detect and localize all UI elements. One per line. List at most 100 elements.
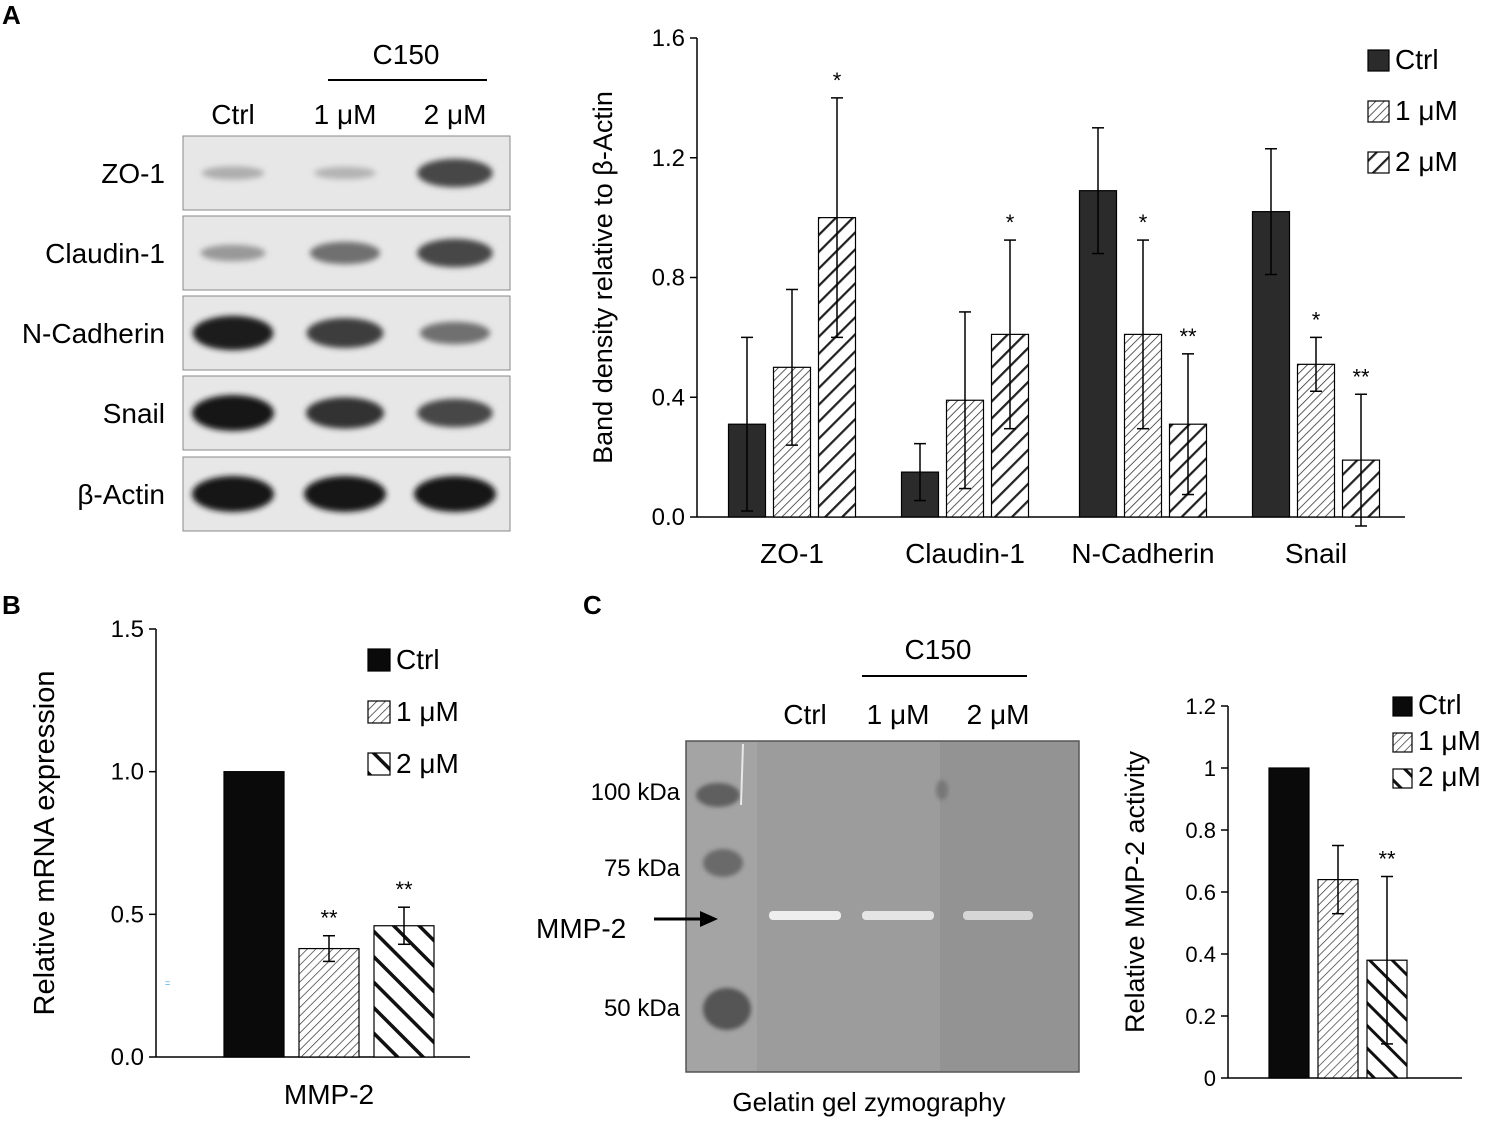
legend-swatch: [367, 700, 391, 724]
y-axis-label: Relative MMP-2 activity: [1120, 750, 1150, 1033]
legend-swatch: [1392, 768, 1413, 789]
significance-mark: *: [1312, 307, 1321, 332]
legend-swatch: [1367, 49, 1390, 72]
blot-row: β-Actin: [77, 456, 511, 532]
blot-row-label: ZO-1: [101, 158, 165, 189]
blot-group-label: C150: [373, 39, 440, 70]
blot-band: [417, 238, 493, 268]
bar-1um: [298, 947, 360, 1058]
legend-label: 1 μM: [396, 696, 459, 727]
y-tick-label: 0.5: [111, 901, 144, 928]
bar-ctrl: [223, 771, 285, 1058]
x-tick-label: N-Cadherin: [1071, 538, 1214, 569]
chart-a: 0.0 0.4 0.8 1.2 1.6 Band density relative to …: [588, 25, 1458, 569]
x-tick-label: Snail: [1285, 538, 1347, 569]
legend-label: 2 μM: [396, 748, 459, 779]
gel-scratch: [740, 743, 744, 806]
zymo-caption: Gelatin gel zymography: [732, 1087, 1005, 1117]
blot-row-label: Snail: [103, 398, 165, 429]
blot-band: [306, 318, 384, 348]
blot-band: [201, 166, 265, 180]
chart-b: 0.0 0.5 1.0 1.5 Relative mRNA expression ** **…: [29, 616, 470, 1110]
blot-band: [192, 395, 274, 431]
blot-band: [192, 476, 274, 512]
y-axis-label: Relative mRNA expression: [29, 671, 61, 1016]
zymography-c: C150 Ctrl 1 μM 2 μM 100 kDa 75 kDa 50 kDa MM…: [536, 634, 1080, 1117]
blot-row: Claudin-1: [45, 215, 511, 291]
panel-letter-c: C: [583, 590, 602, 620]
legend-label: Ctrl: [396, 644, 440, 675]
blot-lane-label: 1 μM: [314, 99, 377, 130]
x-axis-label: MMP-2: [284, 1079, 374, 1110]
significance-mark: *: [833, 68, 842, 93]
panel-letter-b: B: [2, 590, 21, 620]
bar-2um: [373, 925, 435, 1058]
blot-band: [200, 244, 266, 262]
blot-row: Snail: [103, 375, 511, 451]
legend-swatch: [1392, 732, 1413, 753]
mmp2-band: [963, 911, 1033, 920]
y-tick-label: 0: [1204, 1066, 1216, 1091]
blot-band: [417, 158, 493, 188]
mmp2-band-label: MMP-2: [536, 913, 626, 944]
blot-band: [414, 476, 496, 512]
blot-band: [417, 398, 493, 428]
mmp2-arrow-head: [700, 911, 718, 927]
significance-mark: *: [1139, 210, 1148, 235]
zymo-lane-label: 1 μM: [867, 699, 930, 730]
legend-swatch: [367, 752, 391, 776]
panel-letter-a: A: [2, 0, 21, 30]
legend-swatch: [1367, 100, 1390, 123]
legend-label: 2 μM: [1395, 146, 1458, 177]
y-tick-label: 0.4: [652, 384, 685, 411]
x-tick-label: ZO-1: [760, 538, 824, 569]
blot-lane-label: 2 μM: [424, 99, 487, 130]
blot-row-label: Claudin-1: [45, 238, 165, 269]
y-tick-label: 0.0: [652, 504, 685, 531]
y-tick-label: 1.6: [652, 25, 685, 52]
legend-label: Ctrl: [1418, 689, 1462, 720]
significance-mark: *: [1006, 210, 1015, 235]
legend-label: 1 μM: [1395, 95, 1458, 126]
chart-c: 0 0.2 0.4 0.6 0.8 1 1.2 Relative MMP-2 activity…: [1120, 689, 1481, 1091]
y-tick-label: 0.6: [1185, 880, 1216, 905]
tiny-mark: =: [165, 978, 170, 988]
zymography-gel: [685, 740, 1080, 1073]
legend-swatch: [1392, 696, 1413, 717]
blot-band: [192, 315, 274, 351]
legend-swatch: [367, 648, 391, 672]
gel-spot: [936, 780, 948, 800]
y-tick-label: 0.0: [111, 1044, 144, 1071]
blot-band: [419, 321, 491, 345]
y-tick-label: 1.2: [652, 145, 685, 172]
y-tick-label: 1.5: [111, 616, 144, 643]
blot-row-label: N-Cadherin: [22, 318, 165, 349]
blot-row-label: β-Actin: [77, 479, 165, 510]
zymo-lane-label: Ctrl: [783, 699, 827, 730]
blot-band: [304, 476, 386, 512]
mmp2-band: [862, 911, 934, 920]
blot-a: C150 Ctrl 1 μM 2 μM ZO-1 Claudin-1 N-Cadheri…: [22, 39, 511, 532]
mw-marker-label: 50 kDa: [604, 995, 681, 1022]
ladder-band-bottom: [703, 988, 751, 1030]
mw-marker-label: 100 kDa: [591, 779, 681, 806]
y-tick-label: 1.0: [111, 759, 144, 786]
legend-label: 1 μM: [1418, 725, 1481, 756]
blot-lane-label: Ctrl: [211, 99, 255, 130]
y-tick-label: 0.8: [652, 265, 685, 292]
blot-row: N-Cadherin: [22, 295, 511, 371]
blot-row: ZO-1: [101, 135, 511, 211]
y-tick-label: 0.4: [1185, 942, 1216, 967]
y-tick-label: 1: [1204, 756, 1216, 781]
blot-band: [305, 397, 385, 429]
ladder-band-top: [696, 783, 740, 807]
mmp2-band: [769, 911, 841, 920]
bar-ctrl: [1268, 767, 1310, 1079]
significance-mark: **: [320, 906, 338, 931]
zymo-lane-label: 2 μM: [967, 699, 1030, 730]
x-tick-label: Claudin-1: [905, 538, 1025, 569]
y-tick-label: 1.2: [1185, 694, 1216, 719]
significance-mark: **: [1352, 364, 1370, 389]
significance-mark: **: [1179, 324, 1197, 349]
